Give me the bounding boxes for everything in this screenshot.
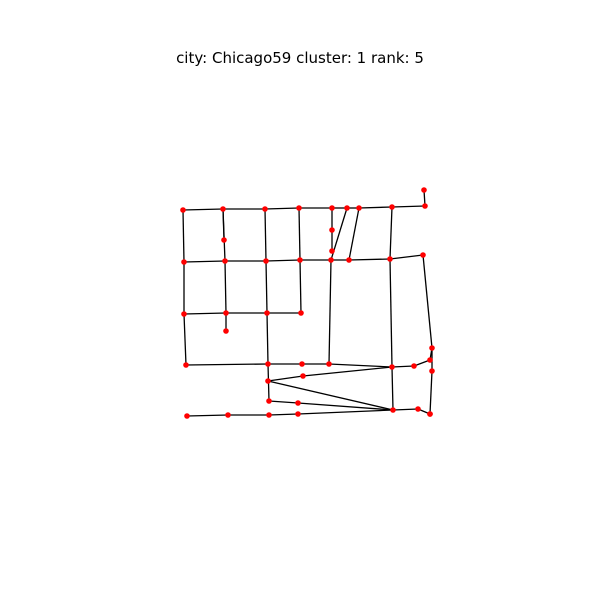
graph-node (296, 205, 302, 211)
graph-edge (391, 205, 426, 208)
graph-node (421, 187, 427, 193)
graph-node (298, 310, 304, 316)
graph-edge (391, 365, 415, 368)
graph-edge (348, 207, 360, 261)
graph-edge (302, 366, 393, 377)
graph-node (387, 256, 393, 262)
graph-edge (429, 370, 433, 415)
graph-edge (182, 208, 224, 211)
graph-edge (265, 259, 301, 262)
graph-edge (298, 207, 301, 261)
graph-edge (266, 312, 269, 365)
graph-edge (224, 260, 227, 314)
graph-node (181, 311, 187, 317)
graph-node (389, 364, 395, 370)
graph-node (427, 411, 433, 417)
graph-edge (264, 207, 300, 210)
graph-edge (389, 206, 393, 260)
graph-node (262, 206, 268, 212)
graph-edge (389, 254, 424, 260)
graph-node (181, 259, 187, 265)
graph-node (411, 363, 417, 369)
nodes-layer (180, 187, 435, 419)
graph-node (265, 378, 271, 384)
graph-node (415, 406, 421, 412)
graph-edge (348, 258, 391, 261)
graph-node (225, 412, 231, 418)
graph-node (265, 361, 271, 367)
graph-edge (389, 258, 393, 368)
graph-node (223, 310, 229, 316)
graph-edge (268, 400, 299, 404)
graph-node (390, 407, 396, 413)
graph-edge (264, 208, 267, 262)
graph-node (295, 400, 301, 406)
graph-node (223, 328, 229, 334)
graph-edge (267, 380, 394, 411)
graph-node (420, 252, 426, 258)
graph-edge (328, 259, 332, 365)
graph-node (299, 361, 305, 367)
graph-node (266, 412, 272, 418)
graph-edge (297, 409, 394, 415)
graph-node (329, 248, 335, 254)
graph-node (329, 227, 335, 233)
edges-layer (182, 189, 433, 417)
graph-edge (358, 206, 393, 209)
graph-node (184, 413, 190, 419)
graph-edge (183, 260, 226, 263)
graph-node (328, 257, 334, 263)
graph-node (429, 345, 435, 351)
graph-edge (267, 375, 304, 382)
graph-node (266, 398, 272, 404)
graph-node (222, 258, 228, 264)
graph-edge (182, 209, 185, 263)
graph-edge (413, 359, 431, 367)
graph-node (329, 205, 335, 211)
graph-node (422, 203, 428, 209)
graph-edge (392, 408, 419, 411)
graph-edge (185, 363, 269, 366)
graph-node (429, 368, 435, 374)
graph-edge (222, 208, 226, 262)
graph-node (300, 373, 306, 379)
graph-node (356, 205, 362, 211)
graph-edge (299, 259, 302, 314)
graph-node (295, 411, 301, 417)
graph-edge (183, 313, 187, 366)
graph-node (326, 361, 332, 367)
graph-edge (328, 363, 393, 368)
graph-node (346, 257, 352, 263)
graph-node (221, 237, 227, 243)
graph-edge (186, 414, 229, 417)
graph-node (180, 207, 186, 213)
graph-edge (268, 413, 299, 416)
graph-edge (297, 402, 394, 411)
graph-node (427, 357, 433, 363)
graph-node (183, 362, 189, 368)
graph-node (344, 205, 350, 211)
graph-node (263, 258, 269, 264)
graph-node (389, 204, 395, 210)
graph-edge (265, 260, 268, 314)
figure-title: city: Chicago59 cluster: 1 rank: 5 (176, 49, 424, 67)
graph-node (297, 257, 303, 263)
graph-edge (183, 312, 227, 315)
graph-node (220, 206, 226, 212)
graph-node (264, 310, 270, 316)
graph-edge (422, 254, 433, 349)
graph-edge (391, 366, 394, 411)
